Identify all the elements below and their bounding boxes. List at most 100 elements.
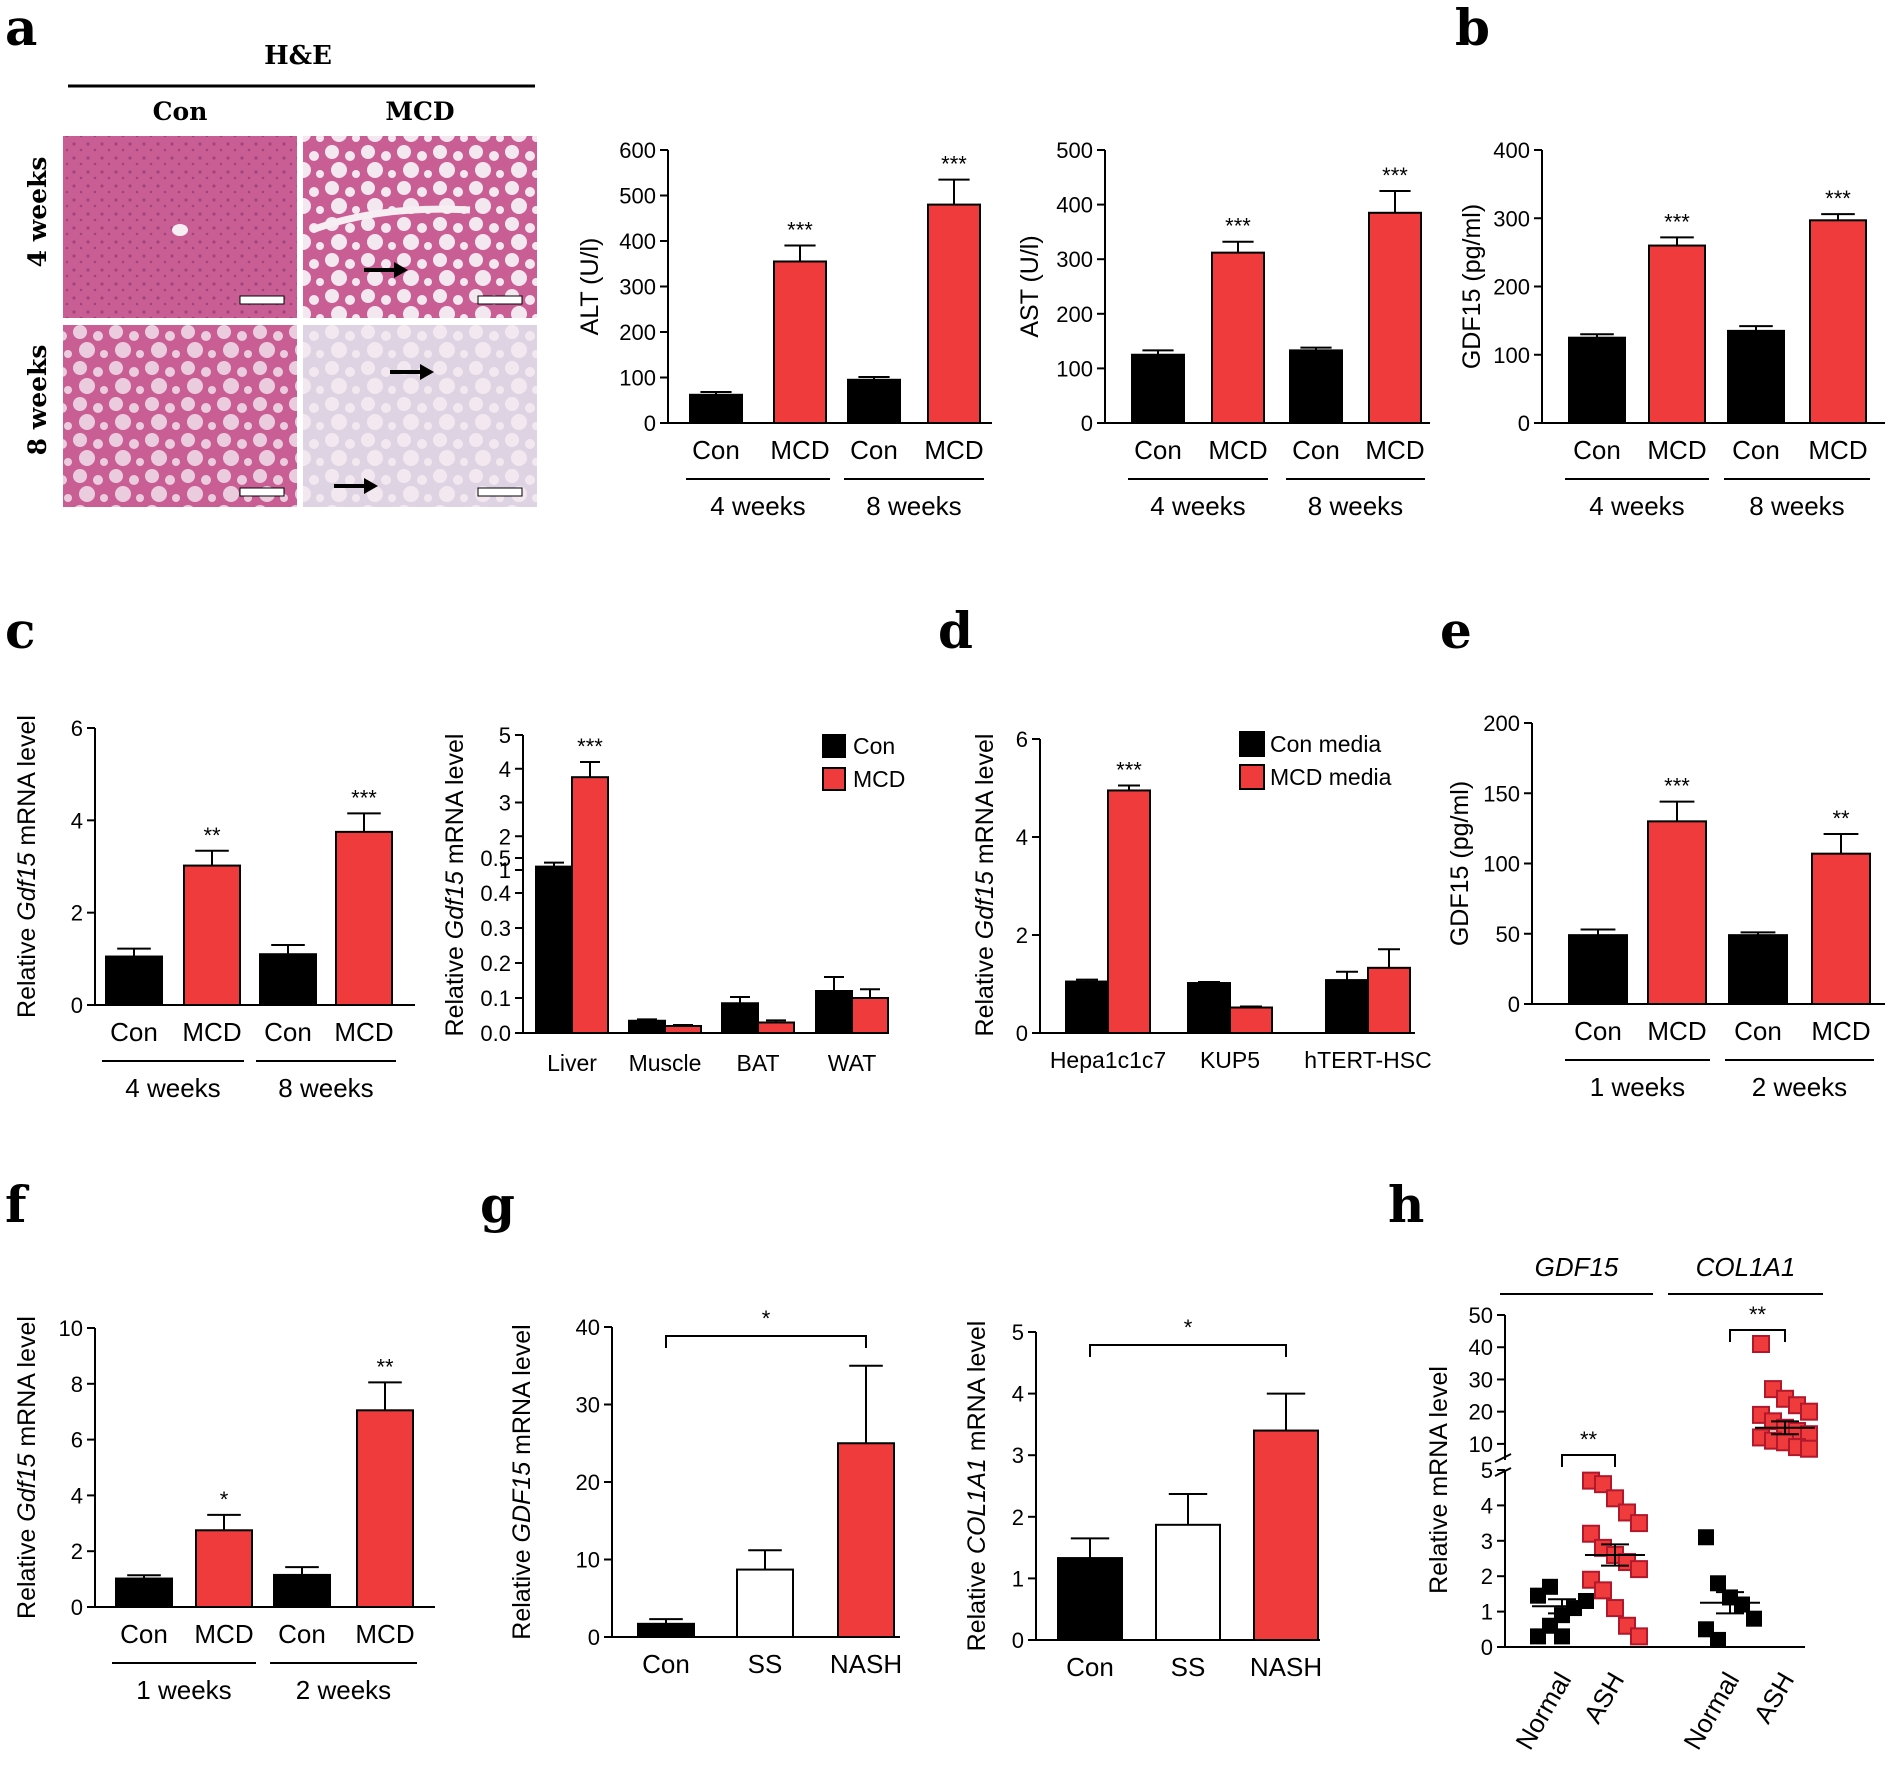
y-tick-label: 5: [1481, 1458, 1493, 1483]
y-tick-label: 20: [576, 1470, 600, 1495]
bar: [689, 393, 743, 425]
bar: [721, 1002, 759, 1034]
scatter-point: [1594, 1475, 1612, 1494]
bar: [1727, 329, 1785, 424]
significance-label: **: [376, 1354, 394, 1379]
bar: [1648, 244, 1706, 424]
y-tick-label: 300: [1056, 247, 1093, 272]
legend-label: MCD media: [1270, 764, 1392, 790]
significance-label: *: [1184, 1315, 1193, 1340]
y-tick-label: 1: [499, 858, 511, 883]
y-axis-label: Relative Gdf15 mRNA level: [13, 1316, 41, 1619]
y-tick-label: 1: [1481, 1600, 1493, 1625]
significance-label: *: [762, 1306, 771, 1331]
y-tick-label: 0: [1481, 1635, 1493, 1660]
y-tick-label: 100: [1056, 356, 1093, 381]
histology-image-con-8w: [63, 325, 297, 507]
significance-label: **: [203, 823, 221, 848]
x-tick-label: ASH: [1577, 1667, 1630, 1728]
gene-label: COL1A1: [1696, 1252, 1796, 1282]
y-axis-label: Relative Gdf15 mRNA level: [971, 734, 999, 1037]
x-tick-label: Con: [1573, 435, 1621, 465]
bar: [1289, 349, 1343, 424]
bar: [1367, 966, 1411, 1035]
legend-label: MCD: [853, 766, 905, 792]
chart-f: 0 2 4 6 8 10 Relative Gdf15 mRNA level Con * MCD C…: [13, 1316, 435, 1705]
y-tick-label: 0.1: [480, 986, 511, 1011]
chart-d: 0 2 4 6 Relative Gdf15 mRNA level *** Hepa1c1c…: [971, 727, 1432, 1073]
y-tick-label: 0: [1081, 411, 1093, 436]
bar: [115, 1577, 173, 1608]
panel-label-h: h: [1388, 1175, 1424, 1234]
y-tick-label: 0.3: [480, 916, 511, 941]
histology-panel: H&E Con MCD 4 weeks 8 weeks: [23, 41, 537, 507]
bar: [1107, 789, 1151, 1035]
bar: [637, 1622, 695, 1638]
significance-label: ***: [1382, 163, 1408, 188]
y-tick-label: 0: [644, 411, 656, 436]
comparison-bracket: [1729, 1329, 1786, 1342]
significance-label: *: [220, 1487, 229, 1512]
bar: [356, 1409, 414, 1609]
panel-label-a: a: [5, 0, 37, 57]
x-tick-label: Con: [278, 1619, 326, 1649]
bar: [273, 1573, 331, 1609]
scatter-point: [1800, 1439, 1818, 1458]
bar: [1809, 219, 1867, 424]
axis-break-mark: [1494, 1453, 1512, 1463]
chart-alt: 0 100 200 300 400 500 600 ALT (U/l) Con *** MCD Con…: [576, 138, 992, 521]
x-tick-label: BAT: [736, 1050, 779, 1076]
x-tick-label: MCD: [334, 1017, 393, 1047]
y-tick-label: 0: [71, 1595, 83, 1620]
y-tick-label: 2: [499, 824, 511, 849]
panel-label-g: g: [480, 1175, 515, 1234]
bar: [1568, 934, 1628, 1006]
x-tick-label: Con: [120, 1619, 168, 1649]
y-tick-label: 100: [1483, 852, 1520, 877]
x-tick-label: KUP5: [1200, 1047, 1260, 1073]
legend-swatch: [1239, 764, 1265, 790]
y-axis-label: Relative mRNA level: [1425, 1366, 1453, 1594]
y-tick-label: 4: [71, 808, 83, 833]
legend-swatch: [822, 734, 846, 758]
y-tick-label: 500: [1056, 138, 1093, 163]
x-tick-label: Con: [642, 1649, 690, 1679]
bar: [1368, 211, 1422, 424]
group-label: 4 weeks: [1150, 491, 1245, 521]
bar: [1647, 820, 1707, 1005]
axis-break-mark: [1494, 1467, 1512, 1477]
stain-label: H&E: [264, 41, 332, 71]
significance-label: ***: [351, 785, 377, 810]
significance-label: ***: [941, 152, 967, 177]
x-tick-label: SS: [748, 1649, 783, 1679]
bar: [195, 1529, 253, 1609]
chart-e: 0 50 100 150 200 GDF15 (pg/ml) Con *** MCD Con ** M…: [1446, 711, 1885, 1102]
y-tick-label: 1: [1012, 1566, 1024, 1591]
chart-h: 0 1 2 3 4 510 20 30 40 50 Relative mRNA level GDF15…: [1425, 1252, 1823, 1755]
x-tick-label: MCD: [194, 1619, 253, 1649]
y-tick-label: 30: [1469, 1367, 1493, 1392]
y-tick-label: 500: [619, 184, 656, 209]
y-tick-label: 0: [1012, 1628, 1024, 1653]
gene-label: GDF15: [1535, 1252, 1619, 1282]
y-tick-label: 4: [1012, 1382, 1024, 1407]
y-axis-label: GDF15 (pg/ml): [1458, 204, 1486, 369]
histology-image-mcd-4w: [303, 136, 537, 318]
significance-label: ***: [787, 218, 813, 243]
scatter-point: [1734, 1596, 1750, 1613]
scatter-point: [1630, 1514, 1648, 1533]
scatter-point: [1746, 1610, 1762, 1627]
panel-label-b: b: [1455, 0, 1490, 57]
bar: [105, 955, 163, 1007]
y-tick-label: 3: [499, 791, 511, 816]
scatter-point: [1710, 1631, 1726, 1648]
y-tick-label: 40: [1469, 1335, 1493, 1360]
legend-swatch: [822, 767, 846, 791]
y-axis-label: GDF15 (pg/ml): [1446, 781, 1474, 946]
significance-label: **: [1832, 806, 1850, 831]
y-tick-label: 8: [71, 1372, 83, 1397]
histology-col-mcd: MCD: [385, 97, 454, 126]
significance-label: ***: [577, 734, 603, 759]
